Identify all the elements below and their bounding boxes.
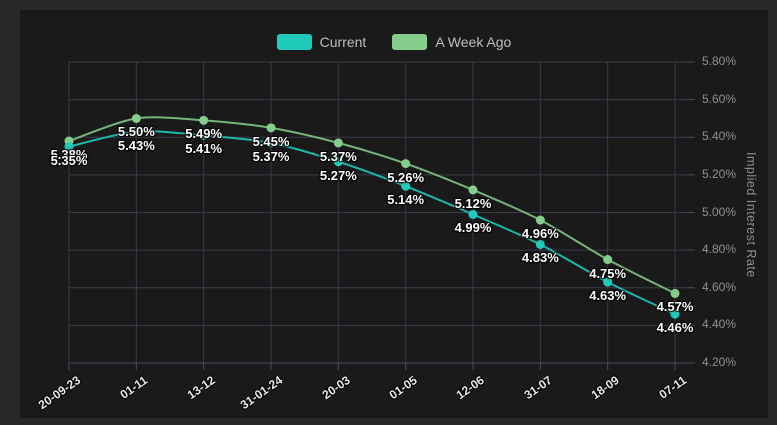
- data-point-marker-a-week-ago[interactable]: [131, 113, 141, 123]
- legend-item-current[interactable]: Current: [276, 34, 367, 50]
- data-point-marker-current[interactable]: [266, 138, 276, 148]
- data-point-marker-a-week-ago[interactable]: [468, 185, 478, 195]
- y-axis-title: Implied Interest Rate: [744, 152, 758, 278]
- data-point-marker-current[interactable]: [468, 209, 478, 219]
- legend-swatch-a-week-ago: [392, 34, 428, 50]
- legend-label-current: Current: [319, 34, 367, 50]
- data-point-marker-a-week-ago[interactable]: [670, 288, 680, 298]
- line-chart: [64, 61, 695, 370]
- data-point-marker-current[interactable]: [199, 130, 209, 140]
- series-line-a-week-ago: [68, 116, 676, 295]
- data-point-marker-a-week-ago[interactable]: [603, 255, 613, 265]
- data-point-marker-current[interactable]: [401, 181, 411, 191]
- data-point-marker-current[interactable]: [603, 277, 613, 287]
- data-point-marker-a-week-ago[interactable]: [401, 159, 411, 169]
- data-point-marker-current[interactable]: [131, 127, 141, 137]
- legend-item-a-week-ago[interactable]: A Week Ago: [392, 34, 511, 50]
- data-point-marker-a-week-ago[interactable]: [333, 138, 343, 148]
- series-line-current: [68, 130, 676, 315]
- chart-panel: Current A Week Ago 5.80% 5.60% 5.40% 5.20% 5…: [20, 10, 768, 418]
- data-point-marker-current[interactable]: [535, 239, 545, 249]
- legend-swatch-current: [276, 34, 312, 50]
- data-point-marker-a-week-ago[interactable]: [535, 215, 545, 225]
- data-point-marker-a-week-ago[interactable]: [199, 115, 209, 125]
- data-point-marker-current[interactable]: [64, 142, 74, 152]
- data-point-marker-a-week-ago[interactable]: [266, 123, 276, 133]
- legend-label-a-week-ago: A Week Ago: [435, 34, 512, 50]
- legend: Current A Week Ago: [20, 34, 768, 50]
- data-point-marker-current[interactable]: [670, 309, 680, 319]
- data-point-marker-current[interactable]: [333, 157, 343, 167]
